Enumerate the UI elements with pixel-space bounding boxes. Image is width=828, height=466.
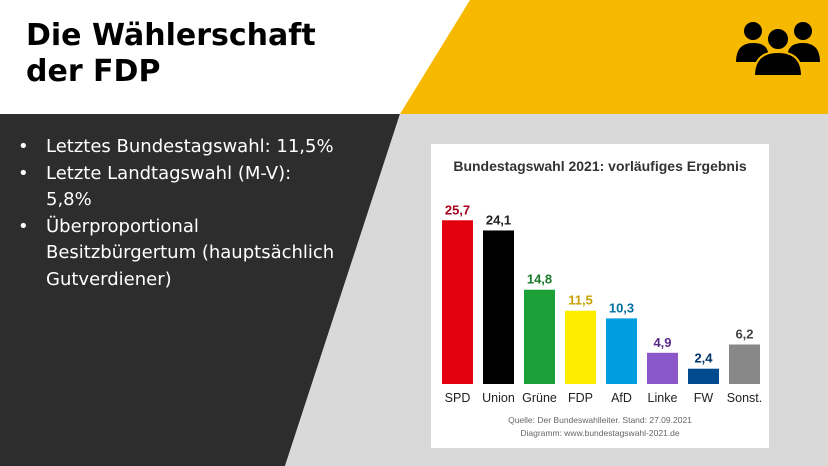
bar-union (483, 230, 514, 384)
accent-banner (400, 0, 828, 114)
bar-fw (688, 368, 719, 384)
bullet-item: Überproportional Besitzbürgertum (haupts… (18, 214, 338, 294)
category-label: Union (482, 391, 515, 405)
category-label: SPD (445, 391, 471, 405)
bar-fdp (565, 310, 596, 384)
chart-title: Bundestagswahl 2021: vorläufiges Ergebni… (453, 158, 747, 174)
bar-value-label: 6,2 (735, 327, 753, 342)
category-label: Sonst. (727, 391, 762, 405)
category-label: FW (694, 391, 714, 405)
bullet-item: Letztes Bundestagswahl: 11,5% (18, 134, 338, 161)
category-label: Grüne (522, 391, 557, 405)
slide-title-line-2: der FDP (26, 54, 161, 89)
bar-value-label: 4,9 (653, 335, 671, 350)
chart-card: 25,7 SPD 24,1 Union 14,8 Grüne 11,5 FDP 10,3 AfD 4… (431, 144, 769, 448)
bar-value-label: 14,8 (527, 272, 552, 287)
bar-value-label: 24,1 (486, 212, 511, 227)
bullet-item: Letzte Landtagswahl (M-V): 5,8% (18, 161, 338, 214)
category-label: AfD (611, 391, 632, 405)
bar-afd (606, 318, 637, 384)
category-label: Linke (648, 391, 678, 405)
bar-sonst (729, 344, 760, 384)
bar-value-label: 2,4 (694, 351, 713, 366)
bullet-list: Letztes Bundestagswahl: 11,5% Letzte Lan… (18, 134, 338, 293)
category-label: FDP (568, 391, 593, 405)
bar-chart: 25,7 SPD 24,1 Union 14,8 Grüne 11,5 FDP 10,3 AfD 4… (442, 202, 762, 405)
bar-value-label: 25,7 (445, 202, 470, 217)
chart-source: Quelle: Der Bundeswahlleiter. Stand: 27.… (508, 415, 692, 425)
bar-value-label: 11,5 (568, 293, 593, 308)
slide-title: Die Wählerschaft der FDP (26, 18, 316, 90)
bar-spd (442, 220, 473, 384)
users-group-icon (736, 22, 820, 76)
bar-value-label: 10,3 (609, 300, 634, 315)
chart-credit: Diagramm: www.bundestagswahl-2021.de (520, 428, 680, 438)
bar-linke (647, 352, 678, 384)
slide-title-line-1: Die Wählerschaft (26, 18, 316, 53)
bar-grüne (524, 289, 555, 384)
